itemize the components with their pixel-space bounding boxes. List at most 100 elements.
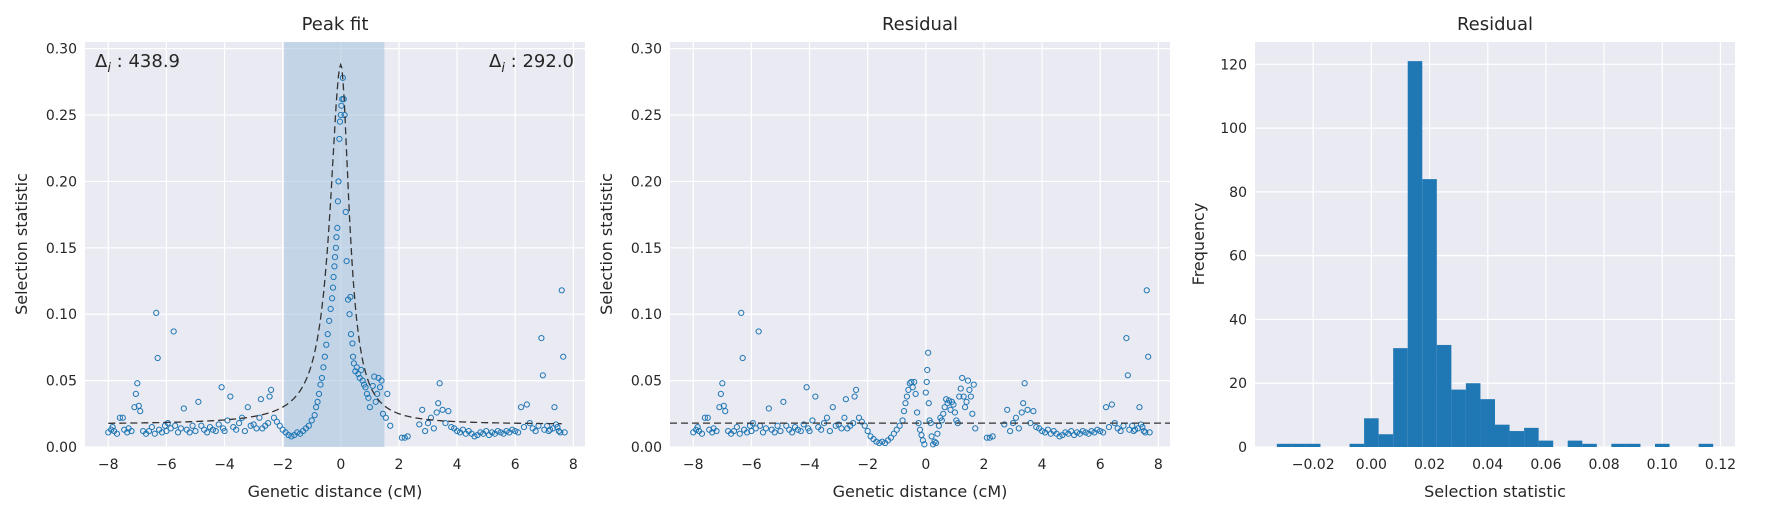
data-point	[1145, 353, 1152, 360]
data-point	[334, 224, 341, 232]
data-point	[430, 425, 437, 432]
data-point	[433, 409, 440, 416]
annotation-left: Δi : 438.9	[95, 51, 180, 76]
data-point	[748, 427, 755, 435]
data-point	[315, 390, 323, 397]
data-point	[957, 385, 964, 392]
x-axis-label: Genetic distance (cM)	[248, 482, 423, 501]
histogram-bar	[1625, 443, 1641, 447]
data-point	[419, 406, 426, 413]
data-point	[347, 293, 354, 301]
data-point	[203, 429, 211, 436]
data-point	[561, 429, 568, 436]
tick-labels: −8 −6 −4 −2 0 2 4 6 8 0.00 0.05 0.10 0.15 0.20 0.25 0.3…	[46, 42, 578, 473]
data-point	[1134, 425, 1142, 432]
histogram-bar	[1509, 431, 1525, 447]
x-tick-label: −6	[741, 457, 762, 473]
histogram-bar	[1567, 440, 1583, 447]
data-point	[788, 429, 796, 436]
histogram-bar	[1436, 344, 1452, 447]
data-point	[879, 438, 886, 445]
x-tick-label: 0.08	[1589, 457, 1620, 473]
data-point	[1024, 406, 1031, 413]
data-point	[471, 433, 478, 440]
data-point	[369, 382, 376, 390]
data-point	[797, 427, 804, 435]
data-point	[221, 427, 228, 435]
data-point	[851, 393, 858, 400]
data-point	[694, 423, 701, 431]
data-point	[321, 353, 328, 360]
x-axis-label: Genetic distance (cM)	[833, 482, 1008, 501]
data-point	[1105, 423, 1113, 431]
data-point	[551, 404, 558, 411]
data-point	[554, 423, 561, 431]
x-tick-label: −2	[857, 457, 878, 473]
data-point	[189, 422, 196, 429]
data-point	[323, 341, 330, 348]
data-point	[355, 370, 362, 378]
delta-symbol: Δ	[95, 51, 108, 72]
x-tick-label: −8	[683, 457, 704, 473]
data-point	[483, 427, 490, 435]
data-point	[1021, 380, 1028, 387]
data-point	[555, 427, 562, 435]
data-point	[209, 426, 217, 433]
y-tick-label: 0.25	[46, 108, 77, 124]
y-axis-label: Frequency	[1189, 203, 1208, 286]
data-point	[131, 404, 138, 411]
data-point	[343, 257, 350, 265]
data-point	[852, 386, 860, 394]
y-tick-label: 0.10	[631, 307, 662, 323]
x-tick-label: 0	[921, 457, 930, 473]
data-point	[145, 427, 153, 435]
data-point	[177, 425, 185, 432]
data-point	[1015, 425, 1022, 432]
data-point	[445, 408, 452, 415]
x-tick-label: 0	[336, 457, 345, 473]
data-point	[453, 427, 461, 435]
y-tick-label: 0	[1238, 440, 1247, 456]
histogram-bar	[1276, 443, 1292, 447]
data-point	[842, 396, 849, 403]
data-point	[308, 417, 315, 424]
data-point	[509, 426, 516, 433]
data-point	[911, 378, 918, 386]
data-point	[1068, 427, 1075, 435]
data-point	[164, 419, 171, 427]
data-point	[523, 401, 530, 408]
data-point	[265, 419, 272, 427]
data-point	[912, 390, 919, 397]
tick-labels: −8 −6 −4 −2 0 2 4 6 8 0.00 0.05 0.10 0.15 0.20 0.25 0.3…	[631, 42, 1163, 473]
delta-subscript: i	[501, 61, 505, 76]
data-point	[435, 400, 442, 407]
data-point	[1140, 427, 1147, 435]
histogram-bar	[1655, 443, 1670, 447]
data-point	[928, 433, 935, 440]
data-point	[366, 404, 373, 411]
data-point	[890, 430, 897, 437]
residual-histogram-panel: −0.02 0.00 0.02 0.04 0.06 0.08 0.10 0.12 0 20 40 60…	[1189, 14, 1736, 501]
data-point	[864, 427, 871, 435]
data-point	[762, 425, 770, 432]
data-point	[945, 397, 953, 404]
y-tick-label: 0.05	[46, 374, 77, 390]
data-point	[416, 421, 423, 428]
data-point	[167, 425, 174, 432]
delta-subscript: i	[107, 61, 111, 76]
data-point	[966, 386, 973, 394]
x-tick-label: 0.10	[1647, 457, 1678, 473]
data-point	[743, 429, 751, 436]
data-point	[180, 405, 187, 412]
data-point	[346, 311, 353, 318]
data-point	[777, 427, 784, 435]
data-point	[253, 425, 260, 432]
data-point	[1079, 427, 1086, 435]
data-point	[800, 421, 807, 428]
x-tick-label: 8	[1154, 457, 1163, 473]
data-point	[861, 422, 868, 429]
data-point	[532, 427, 539, 435]
histogram-bar	[1698, 443, 1714, 447]
data-point	[970, 381, 977, 388]
